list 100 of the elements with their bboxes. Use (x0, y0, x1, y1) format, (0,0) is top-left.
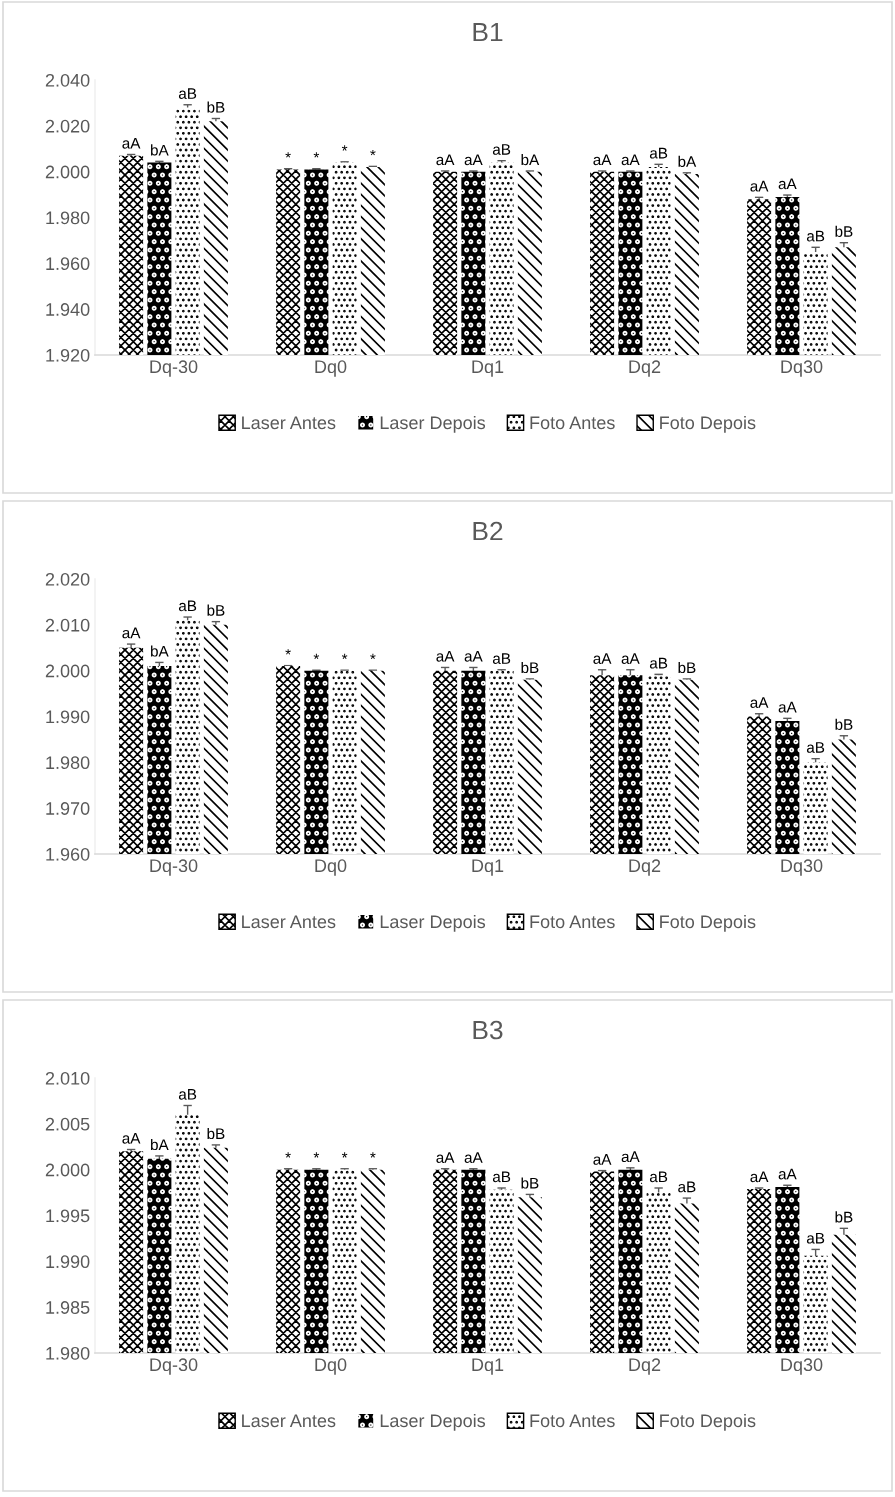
y-tick-label: 2.040 (45, 73, 90, 87)
data-label: bA (151, 645, 169, 657)
x-tick-label: Dq2 (629, 1358, 661, 1375)
data-label: * (341, 653, 348, 660)
data-label: aA (750, 1171, 769, 1183)
data-label: bB (521, 661, 539, 674)
y-tick-label: 2.010 (45, 1071, 90, 1085)
data-label: aB (649, 657, 668, 669)
y-tick-label: 1.995 (46, 1209, 90, 1223)
data-label: bB (835, 1211, 853, 1223)
data-label: aB (806, 742, 825, 753)
chart-title: B3 (473, 1020, 503, 1040)
y-tick-label: 1.960 (46, 257, 90, 271)
legend-label: Laser Antes (242, 1414, 336, 1428)
x-tick-label: Dq30 (781, 1358, 823, 1375)
data-label: bB (678, 661, 696, 674)
x-tick-label: Dq-30 (150, 360, 198, 377)
data-label: aA (464, 651, 483, 662)
data-label: aA (621, 1151, 640, 1163)
x-tick-label: Dq30 (781, 859, 823, 876)
data-label: aA (750, 180, 769, 192)
data-label: * (370, 653, 376, 660)
y-tick-label: 1.960 (46, 847, 90, 861)
data-label: aA (778, 1168, 797, 1180)
data-label: * (370, 1152, 376, 1158)
y-tick-label: 2.000 (45, 664, 90, 678)
data-label: * (341, 145, 348, 151)
data-label: bB (521, 1177, 539, 1189)
data-label: aA (436, 1152, 455, 1163)
data-label: * (313, 152, 320, 158)
x-tick-label: Dq-30 (150, 859, 198, 876)
data-label: * (285, 152, 291, 158)
x-tick-label: Dq1 (472, 859, 504, 876)
data-label: * (313, 653, 320, 660)
y-tick-label: 1.940 (46, 303, 90, 316)
data-label: aA (464, 154, 483, 166)
data-label: aB (178, 600, 197, 612)
data-label: * (341, 1152, 348, 1158)
legend-label: Foto Antes (530, 915, 615, 929)
x-tick-label: Dq0 (315, 1358, 347, 1375)
data-label: aA (621, 154, 640, 166)
y-tick-label: 1.990 (46, 1255, 90, 1269)
data-label: bA (151, 1138, 169, 1151)
data-label: aB (492, 653, 511, 664)
data-label: aB (649, 147, 668, 159)
legend-label: Laser Depois (380, 914, 486, 932)
legend-label: Foto Antes (530, 416, 615, 430)
data-label: aA (593, 653, 612, 664)
data-label: * (285, 1152, 291, 1158)
data-label: aB (492, 144, 511, 155)
y-tick-label: 1.920 (46, 348, 90, 362)
data-label: aA (593, 1154, 612, 1165)
x-tick-label: Dq1 (472, 1358, 504, 1375)
data-label: aB (806, 1232, 825, 1244)
data-label: aB (178, 88, 197, 99)
data-label: aA (436, 651, 455, 662)
x-tick-label: Dq0 (315, 859, 347, 876)
data-label: * (285, 649, 291, 655)
data-label: aA (593, 154, 612, 166)
data-label: bB (207, 604, 225, 616)
data-label: aA (778, 178, 797, 190)
data-label: aB (492, 1171, 511, 1183)
data-label: * (370, 149, 376, 156)
data-label: bA (151, 144, 169, 156)
x-tick-label: Dq-30 (150, 1358, 198, 1375)
legend-label: Foto Depois (660, 415, 756, 433)
data-label: bA (678, 155, 697, 168)
y-tick-label: 2.005 (45, 1117, 90, 1131)
y-tick-label: 2.010 (45, 618, 90, 632)
y-tick-label: 2.020 (45, 119, 90, 133)
legend-label: Laser Antes (242, 416, 336, 430)
x-tick-label: Dq2 (629, 859, 661, 876)
x-tick-label: Dq0 (315, 360, 347, 377)
y-tick-label: 2.020 (45, 572, 90, 586)
data-label: aA (750, 697, 769, 708)
y-tick-label: 1.980 (46, 1346, 90, 1360)
x-tick-label: Dq1 (472, 360, 504, 377)
data-label: aA (122, 1133, 141, 1144)
data-label: bB (207, 1127, 225, 1140)
chart-title: B2 (473, 521, 503, 541)
x-tick-label: Dq2 (629, 360, 661, 377)
data-label: bA (521, 153, 540, 166)
data-label: aB (178, 1089, 197, 1100)
y-tick-label: 1.985 (46, 1301, 90, 1314)
y-tick-label: 1.970 (46, 802, 90, 815)
y-tick-label: 1.980 (46, 211, 90, 225)
y-tick-label: 1.990 (46, 710, 90, 724)
data-label: aA (778, 701, 797, 713)
y-tick-label: 2.000 (45, 165, 90, 179)
legend-label: Laser Antes (242, 915, 336, 929)
data-label: aB (649, 1171, 668, 1183)
chart-title: B1 (473, 22, 503, 42)
legend-label: Foto Depois (660, 914, 756, 932)
data-label: aA (122, 627, 141, 639)
legend-label: Laser Depois (380, 1413, 486, 1431)
data-label: bB (207, 101, 225, 113)
data-label: bB (835, 718, 853, 730)
data-label: bB (835, 225, 853, 237)
y-tick-label: 2.000 (45, 1163, 90, 1177)
legend-label: Foto Antes (530, 1414, 615, 1428)
